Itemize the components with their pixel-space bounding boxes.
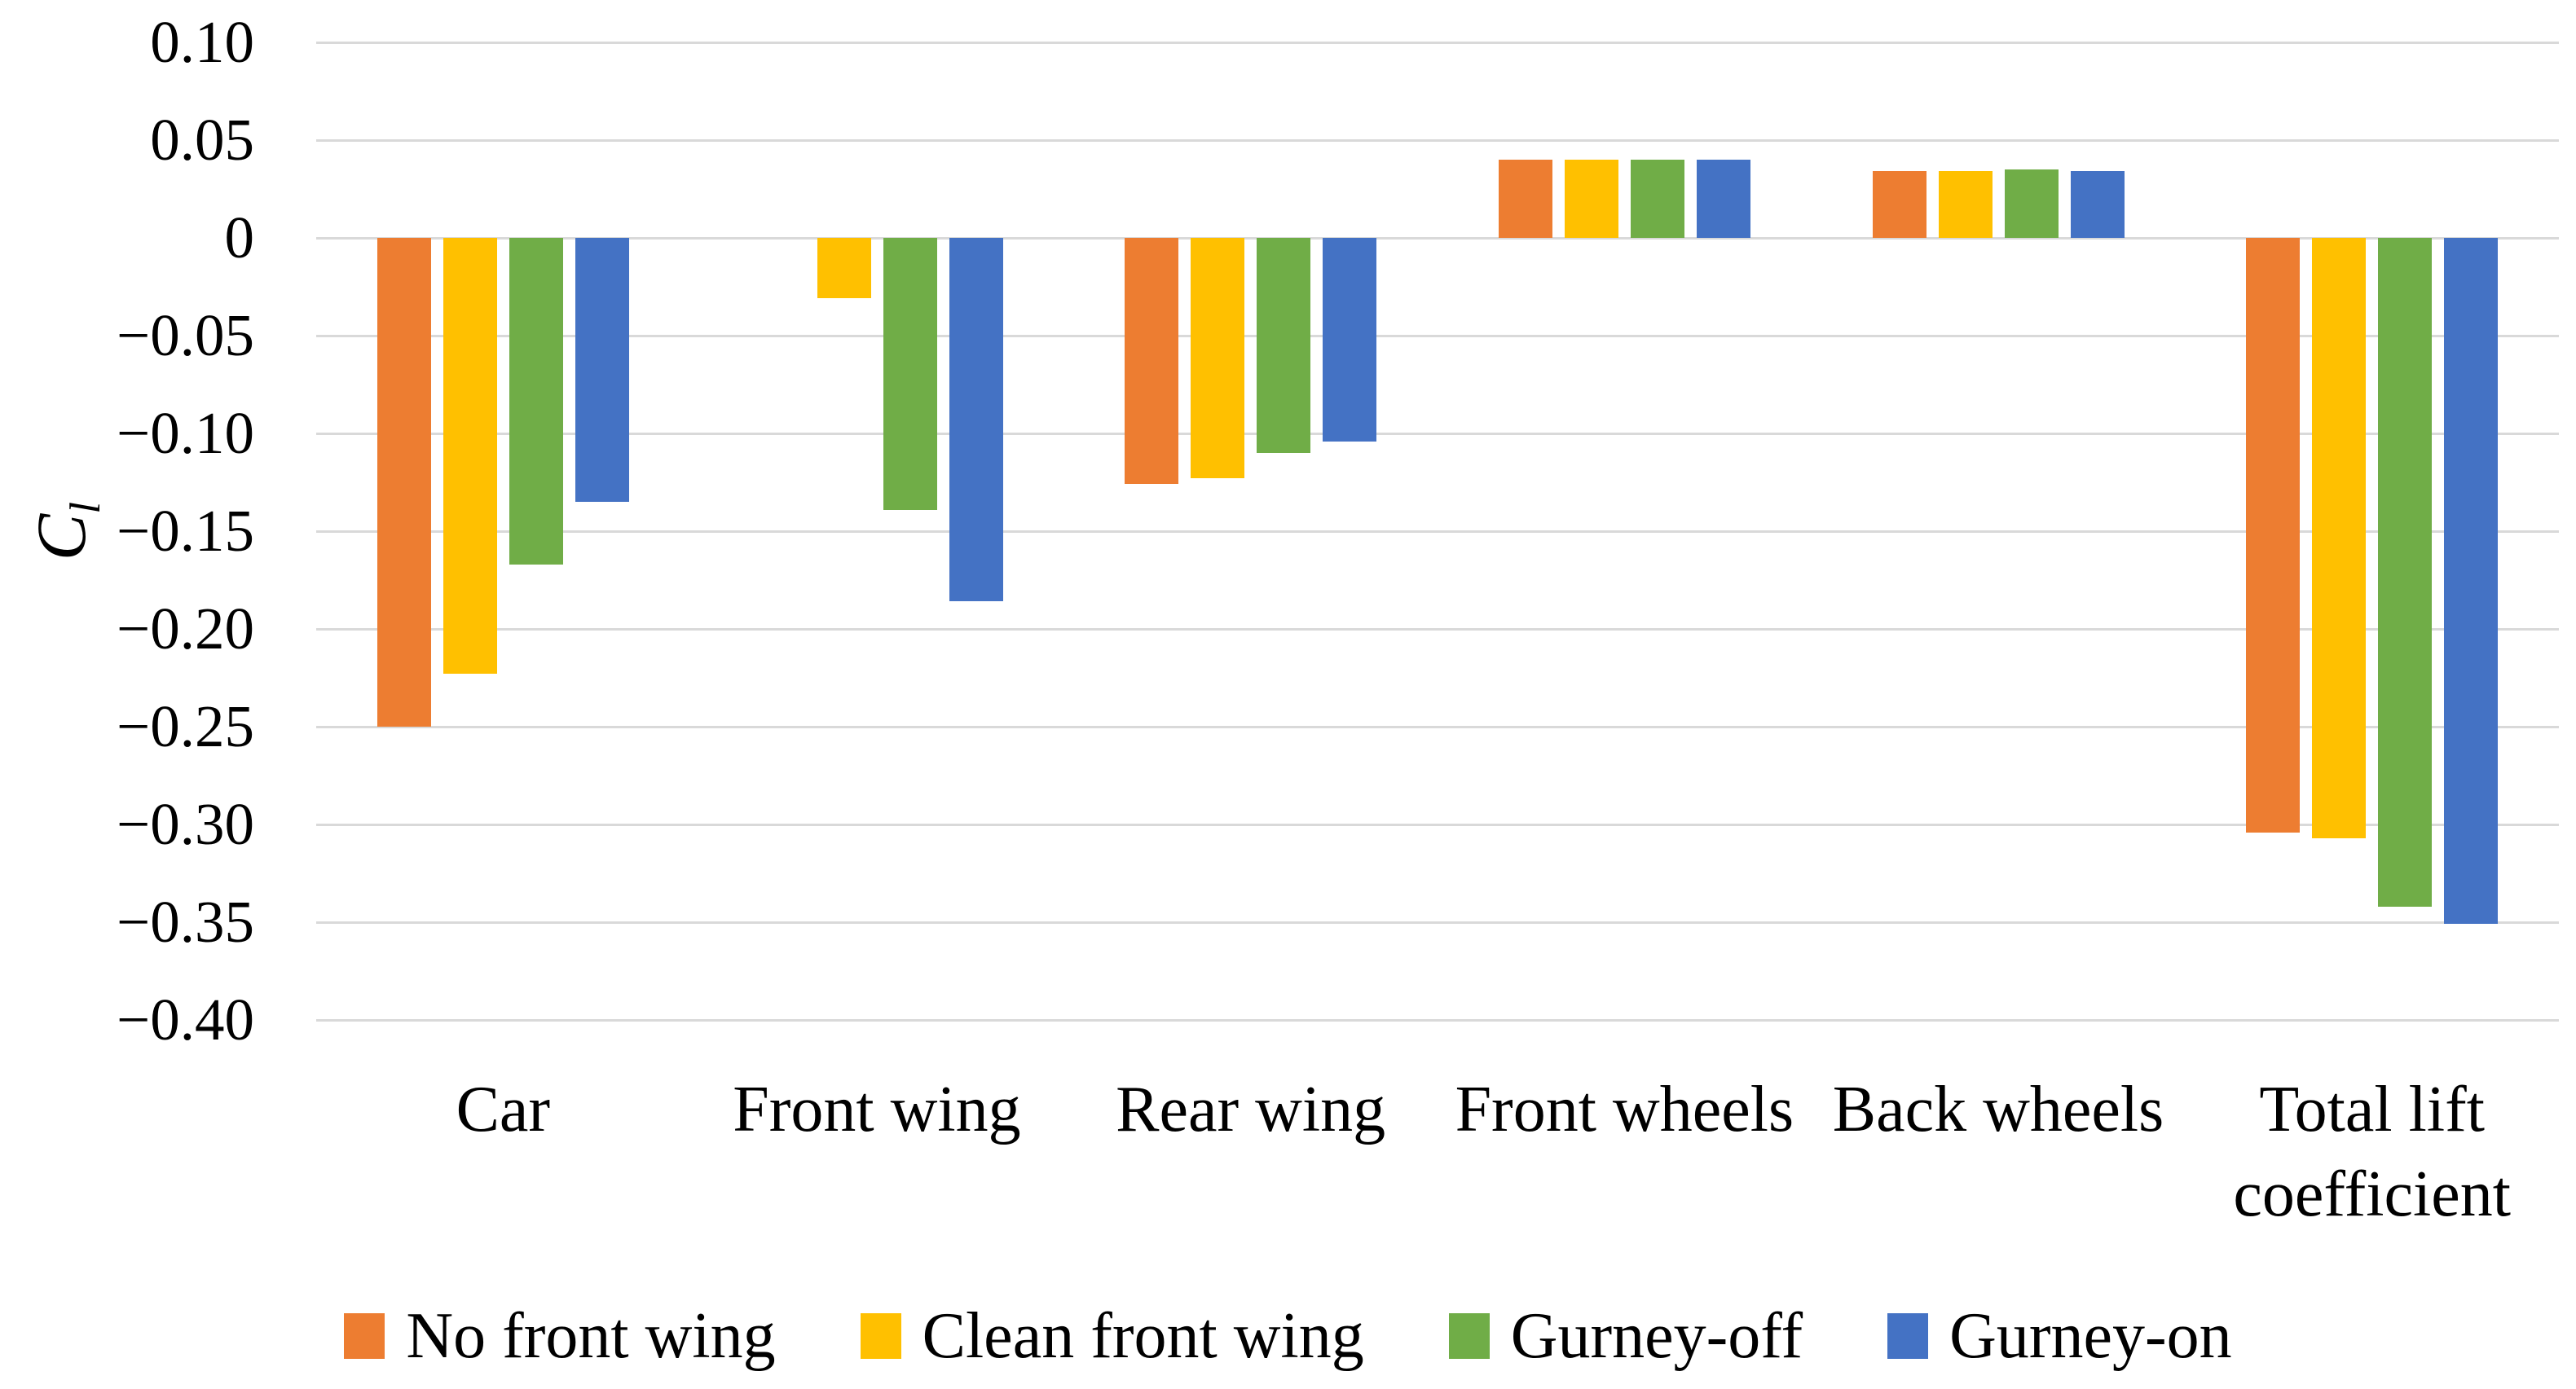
x-axis-category-label-front-wheels: Front wheels: [1455, 1074, 1794, 1145]
y-tick-label: −0.30: [117, 791, 254, 857]
gridline: [316, 824, 2559, 826]
gridline: [316, 237, 2559, 240]
bar-total-lift-coefficient-clean-front-wing: [2312, 238, 2367, 838]
bar-back-wheels-gurney-on: [2070, 171, 2125, 238]
gridline: [316, 335, 2559, 337]
y-tick-label: 0: [224, 204, 255, 270]
gridline: [316, 530, 2559, 533]
bar-rear-wing-no-front-wing: [1125, 238, 1179, 485]
gridline: [316, 42, 2559, 44]
y-tick-label: 0.05: [150, 107, 254, 173]
bar-rear-wing-gurney-on: [1323, 238, 1377, 442]
y-tick-label: −0.15: [117, 498, 254, 564]
gridline: [316, 139, 2559, 142]
bar-rear-wing-clean-front-wing: [1191, 238, 1245, 479]
bar-total-lift-coefficient-gurney-off: [2378, 238, 2433, 907]
bar-back-wheels-clean-front-wing: [1938, 171, 1993, 238]
gridline: [316, 1019, 2559, 1022]
y-tick-label: −0.05: [117, 302, 254, 368]
legend-item-clean-front-wing: Clean front wing: [860, 1299, 1364, 1374]
y-tick-label: −0.35: [117, 889, 254, 955]
bar-front-wing-gurney-on: [949, 238, 1003, 602]
bar-front-wheels-clean-front-wing: [1564, 160, 1618, 238]
legend-swatch-clean-front-wing: [860, 1313, 901, 1359]
bar-rear-wing-gurney-off: [1257, 238, 1311, 453]
bar-front-wing-clean-front-wing: [817, 238, 871, 299]
bar-total-lift-coefficient-no-front-wing: [2246, 238, 2301, 833]
x-axis-category-label-front-wing: Front wing: [733, 1074, 1021, 1145]
bar-total-lift-coefficient-gurney-on: [2444, 238, 2499, 925]
bar-car-clean-front-wing: [443, 238, 497, 675]
y-tick-label: −0.10: [117, 400, 254, 466]
bar-front-wheels-no-front-wing: [1498, 160, 1552, 238]
legend-label-no-front-wing: No front wing: [406, 1299, 776, 1372]
y-tick-label: −0.25: [117, 693, 254, 759]
bar-front-wheels-gurney-off: [1630, 160, 1684, 238]
legend-item-no-front-wing: No front wing: [344, 1299, 776, 1374]
legend-item-gurney-off: Gurney-off: [1448, 1299, 1803, 1374]
gridline: [316, 628, 2559, 631]
legend-swatch-no-front-wing: [344, 1313, 385, 1359]
y-tick-label: −0.20: [117, 596, 254, 662]
x-axis-category-label-car: Car: [456, 1074, 551, 1145]
x-axis-category-label-rear-wing: Rear wing: [1116, 1074, 1386, 1145]
legend-swatch-gurney-on: [1887, 1313, 1929, 1359]
plot-area: [316, 42, 2559, 1022]
legend-label-gurney-off: Gurney-off: [1510, 1299, 1803, 1372]
bar-back-wheels-no-front-wing: [1872, 171, 1926, 238]
gridline: [316, 433, 2559, 435]
bar-front-wing-gurney-off: [883, 238, 937, 510]
y-tick-label: 0.10: [150, 9, 254, 75]
x-axis-category-label-back-wheels: Back wheels: [1832, 1074, 2164, 1145]
bar-back-wheels-gurney-off: [2004, 169, 2059, 238]
bar-car-gurney-on: [575, 238, 629, 502]
gridline: [316, 726, 2559, 728]
x-axis-category-label-total-lift-coefficient: Total lift coefficient: [2233, 1074, 2511, 1230]
bar-car-no-front-wing: [376, 238, 431, 727]
legend-swatch-gurney-off: [1448, 1313, 1490, 1359]
legend-label-clean-front-wing: Clean front wing: [922, 1299, 1364, 1372]
legend-label-gurney-on: Gurney-on: [1949, 1299, 2232, 1372]
legend: No front wing Clean front wing Gurney-off G…: [0, 1289, 2576, 1383]
legend-item-gurney-on: Gurney-on: [1887, 1299, 2232, 1374]
y-tick-label: −0.40: [117, 987, 254, 1053]
gridline: [316, 921, 2559, 924]
bar-car-gurney-off: [509, 238, 563, 565]
bar-front-wheels-gurney-on: [1696, 160, 1750, 238]
